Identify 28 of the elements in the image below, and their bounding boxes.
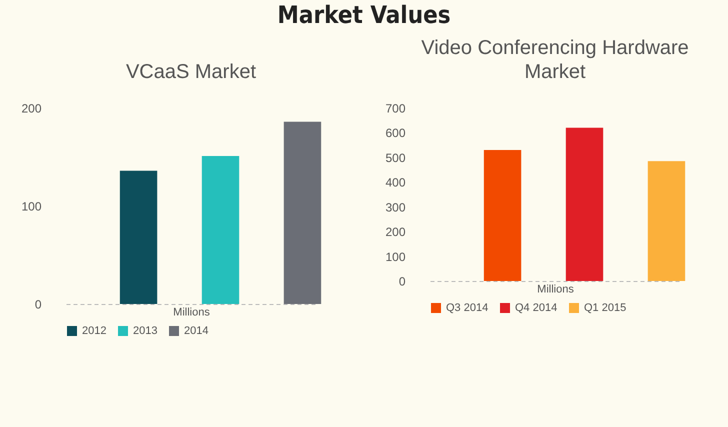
bar xyxy=(202,156,240,304)
bar xyxy=(484,150,522,281)
legend-label: 2012 xyxy=(82,325,106,337)
bar xyxy=(120,170,158,304)
chart-title: Video Conferencing Hardware Market xyxy=(421,37,689,83)
y-tick-label: 200 xyxy=(21,102,42,116)
legend-label: 2013 xyxy=(133,325,158,337)
y-tick-label: 0 xyxy=(34,298,42,312)
bar xyxy=(566,128,604,281)
bar xyxy=(284,122,322,304)
y-tick-label: 700 xyxy=(385,102,406,116)
x-axis-title: Millions xyxy=(173,306,210,318)
chart-title: VCaaS Market xyxy=(126,61,256,83)
legend-label: Q3 2014 xyxy=(446,302,488,314)
legend-label: Q1 2015 xyxy=(584,302,626,314)
y-tick-label: 500 xyxy=(385,150,406,165)
legend-label: Q4 2014 xyxy=(515,302,558,314)
y-tick-label: 300 xyxy=(385,200,406,214)
bar xyxy=(648,161,686,281)
text: Market Values xyxy=(276,0,452,31)
x-axis-title: Millions xyxy=(537,284,574,296)
y-tick-label: 100 xyxy=(21,200,42,214)
y-tick-label: 400 xyxy=(385,176,406,190)
y-tick-label: 200 xyxy=(385,225,406,240)
y-tick-label: 600 xyxy=(385,126,406,140)
y-tick-label: 0 xyxy=(398,274,406,288)
legend-label: 2014 xyxy=(184,325,208,337)
y-tick-label: 100 xyxy=(385,250,406,264)
